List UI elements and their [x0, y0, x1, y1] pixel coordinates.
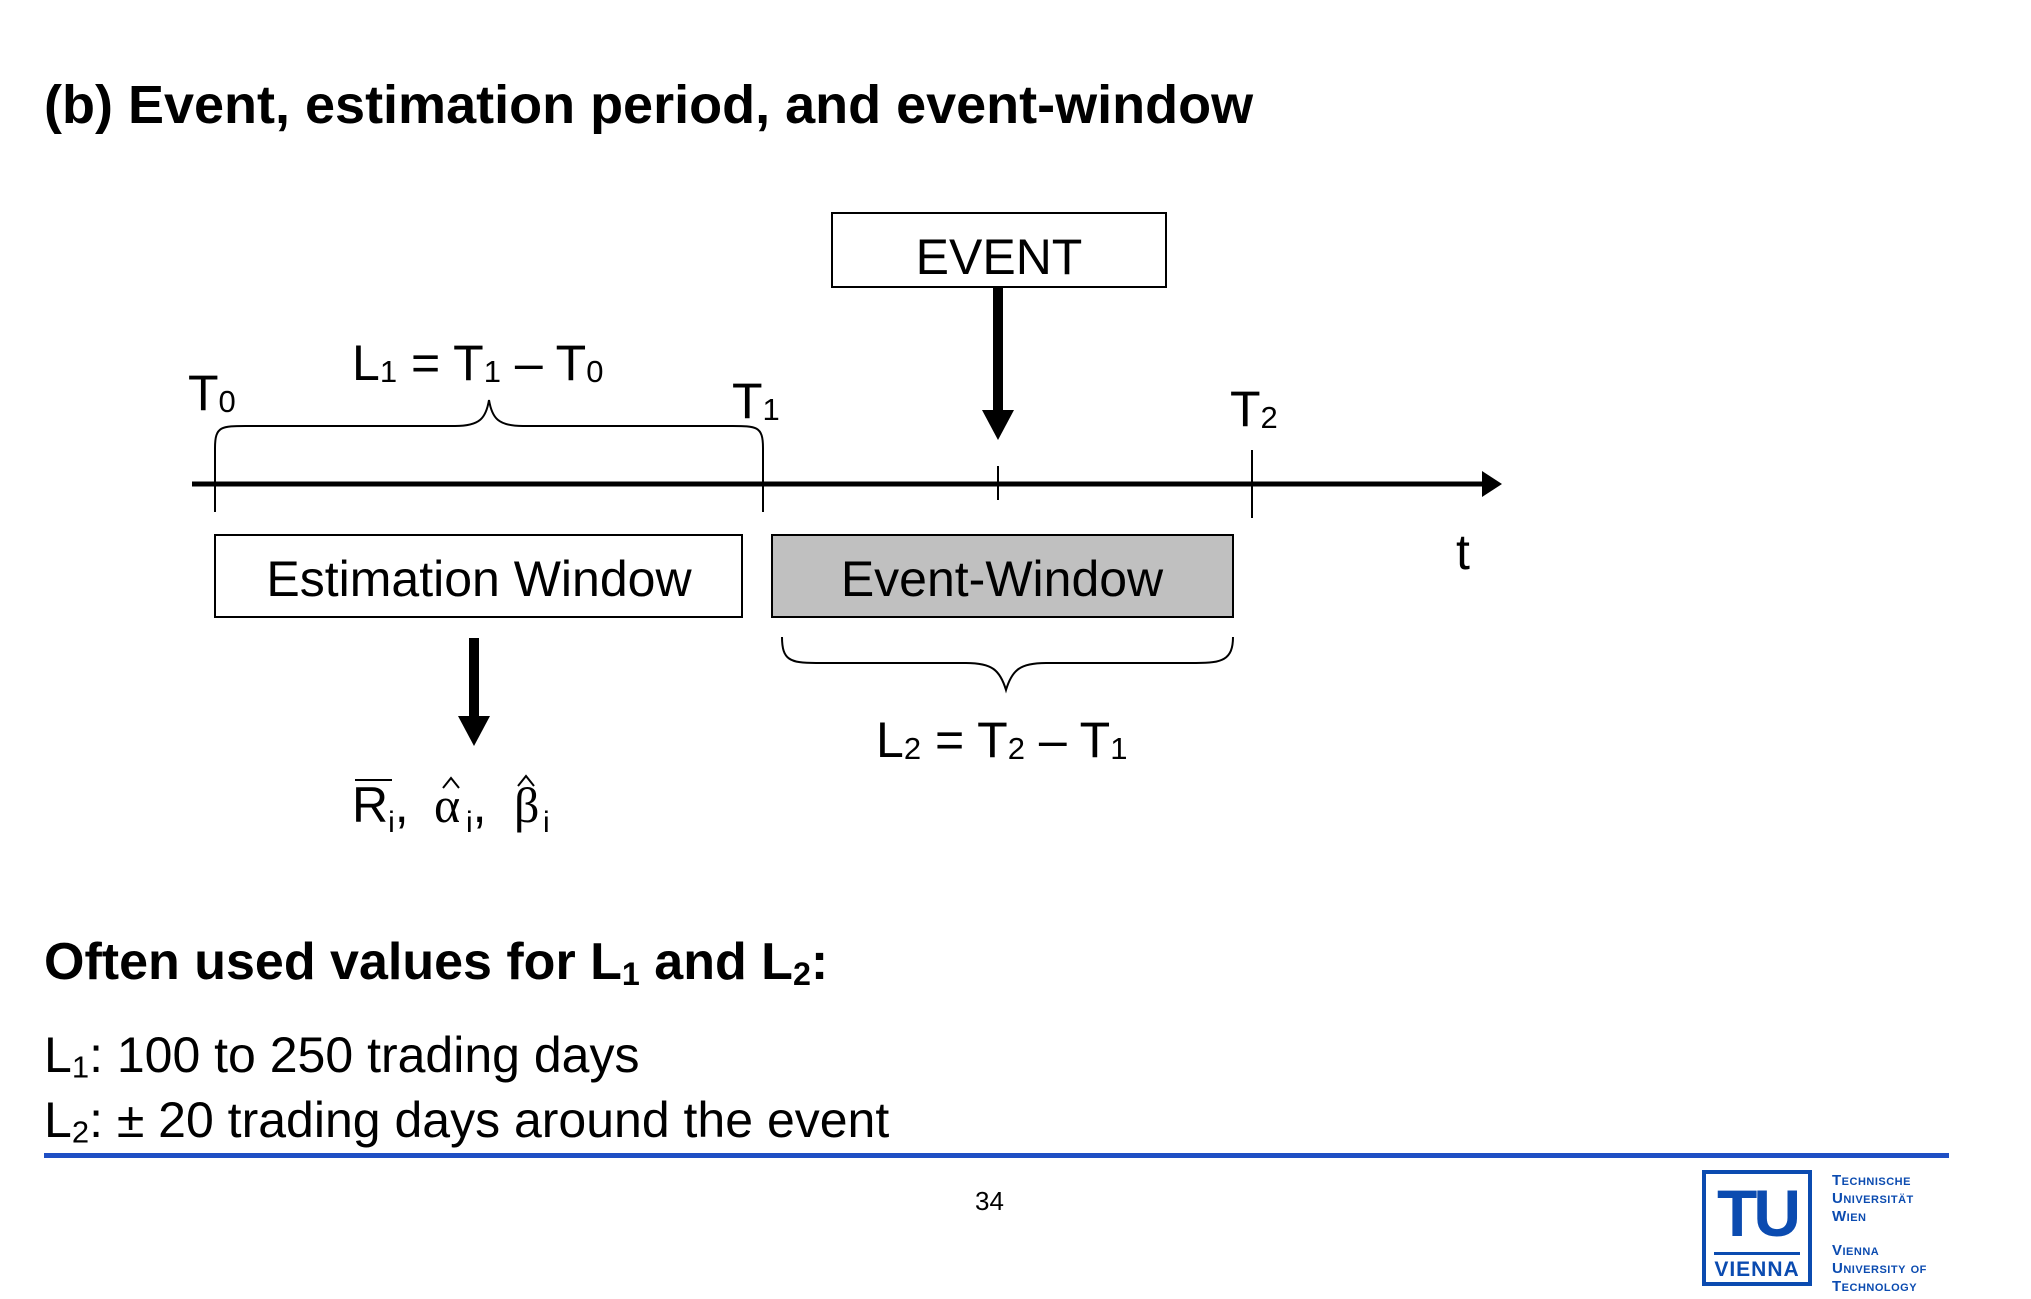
tu-logo-letters: TU — [1717, 1176, 1801, 1250]
tu-logo-city: VIENNA — [1714, 1258, 1800, 1281]
tu-logo-en-line: University of — [1832, 1260, 1927, 1277]
beta-hat-symbol: β — [514, 777, 539, 833]
l2-value-line: L2: ± 20 trading days around the event — [44, 1095, 889, 1148]
tu-logo-de-line: Universität — [1832, 1190, 1914, 1207]
event-window-box — [771, 534, 1234, 618]
slide-title: (b) Event, estimation period, and event-… — [44, 75, 1254, 135]
axis-label-t: t — [1456, 524, 1470, 580]
l1-prefix: L — [44, 1027, 72, 1083]
l2-prefix: L — [44, 1092, 72, 1148]
values-heading-sub2: 2 — [792, 955, 811, 992]
r-bar-symbol: Ri, — [352, 777, 409, 839]
page-number: 34 — [975, 1186, 1004, 1216]
tu-logo-de-line: Technische — [1832, 1172, 1911, 1189]
l1-brace — [214, 399, 764, 449]
l2-formula: L2 = T2 – T1 — [876, 712, 1127, 768]
event-label: EVENT — [916, 229, 1083, 285]
alpha-hat-accent — [442, 776, 460, 789]
values-heading-mid: and L — [639, 933, 793, 991]
alpha-hat-symbol: α — [434, 777, 460, 833]
tu-logo-bar — [1714, 1252, 1800, 1255]
t0-label: T0 — [188, 365, 236, 421]
beta-hat-accent — [517, 774, 535, 787]
l1-sub: 1 — [71, 1049, 90, 1085]
l1-formula: L1 = T1 – T0 — [352, 335, 603, 391]
tu-logo-box: TU VIENNA — [1702, 1170, 1812, 1286]
estimation-window-box — [214, 534, 743, 618]
tu-logo-de-line: Wien — [1832, 1208, 1867, 1225]
tu-logo-en-line: Technology — [1832, 1278, 1918, 1295]
l2-brace — [781, 636, 1234, 694]
estimation-window-label: Estimation Window — [266, 551, 692, 607]
event-box — [831, 212, 1167, 288]
footer-rule — [44, 1153, 1949, 1158]
tu-logo-german-name: Technische Universität Wien — [1832, 1172, 1914, 1226]
t1-label: T1 — [732, 373, 780, 429]
l1-text: : 100 to 250 trading days — [89, 1027, 640, 1083]
tu-logo-english-name: Vienna University of Technology — [1832, 1242, 1927, 1296]
tu-logo-en-line: Vienna — [1832, 1242, 1880, 1259]
values-heading-prefix: Often used values for L — [44, 933, 622, 991]
values-heading-suffix: : — [810, 933, 829, 991]
values-heading: Often used values for L1 and L2: — [44, 936, 828, 990]
estimates-formula: Ri, α i, β i — [352, 774, 550, 839]
l2-text: : ± 20 trading days around the event — [89, 1092, 890, 1148]
estimation-arrow-head — [458, 716, 490, 746]
t2-label: T2 — [1230, 381, 1278, 437]
alpha-sub: i, — [466, 777, 487, 839]
event-arrow-head — [982, 410, 1014, 440]
values-heading-sub1: 1 — [621, 955, 640, 992]
beta-sub: i — [543, 806, 550, 839]
l2-sub: 2 — [71, 1114, 90, 1150]
l1-value-line: L1: 100 to 250 trading days — [44, 1030, 639, 1083]
event-window-label: Event-Window — [841, 551, 1164, 607]
timeline-arrow-head — [1482, 471, 1502, 497]
